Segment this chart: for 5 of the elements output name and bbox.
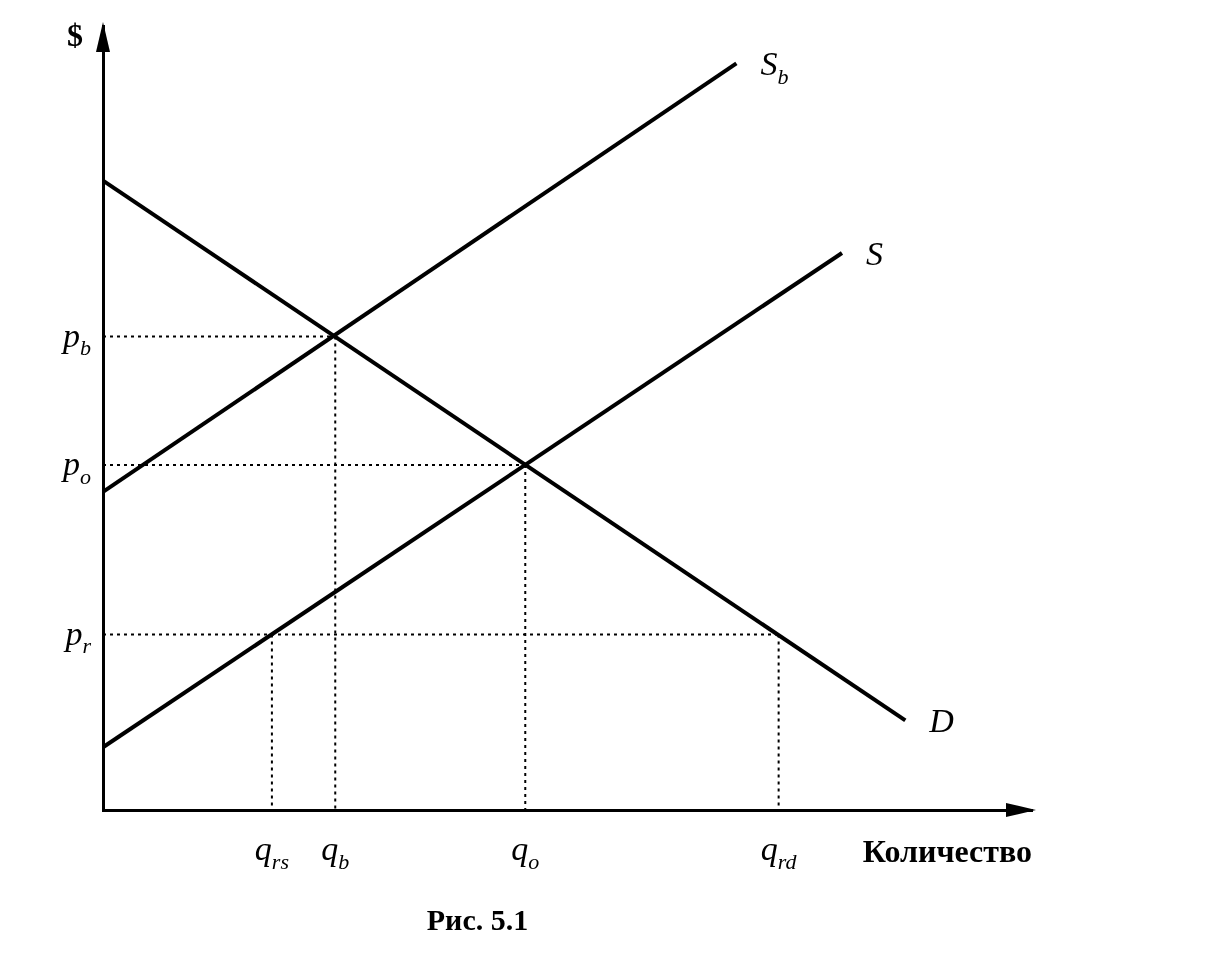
series-label: S <box>865 234 883 272</box>
y-axis-title: $ <box>67 17 83 53</box>
series-label: D <box>928 702 955 740</box>
x-axis-title: Количество <box>862 833 1032 869</box>
text: Рис. 5.1 <box>426 903 529 936</box>
